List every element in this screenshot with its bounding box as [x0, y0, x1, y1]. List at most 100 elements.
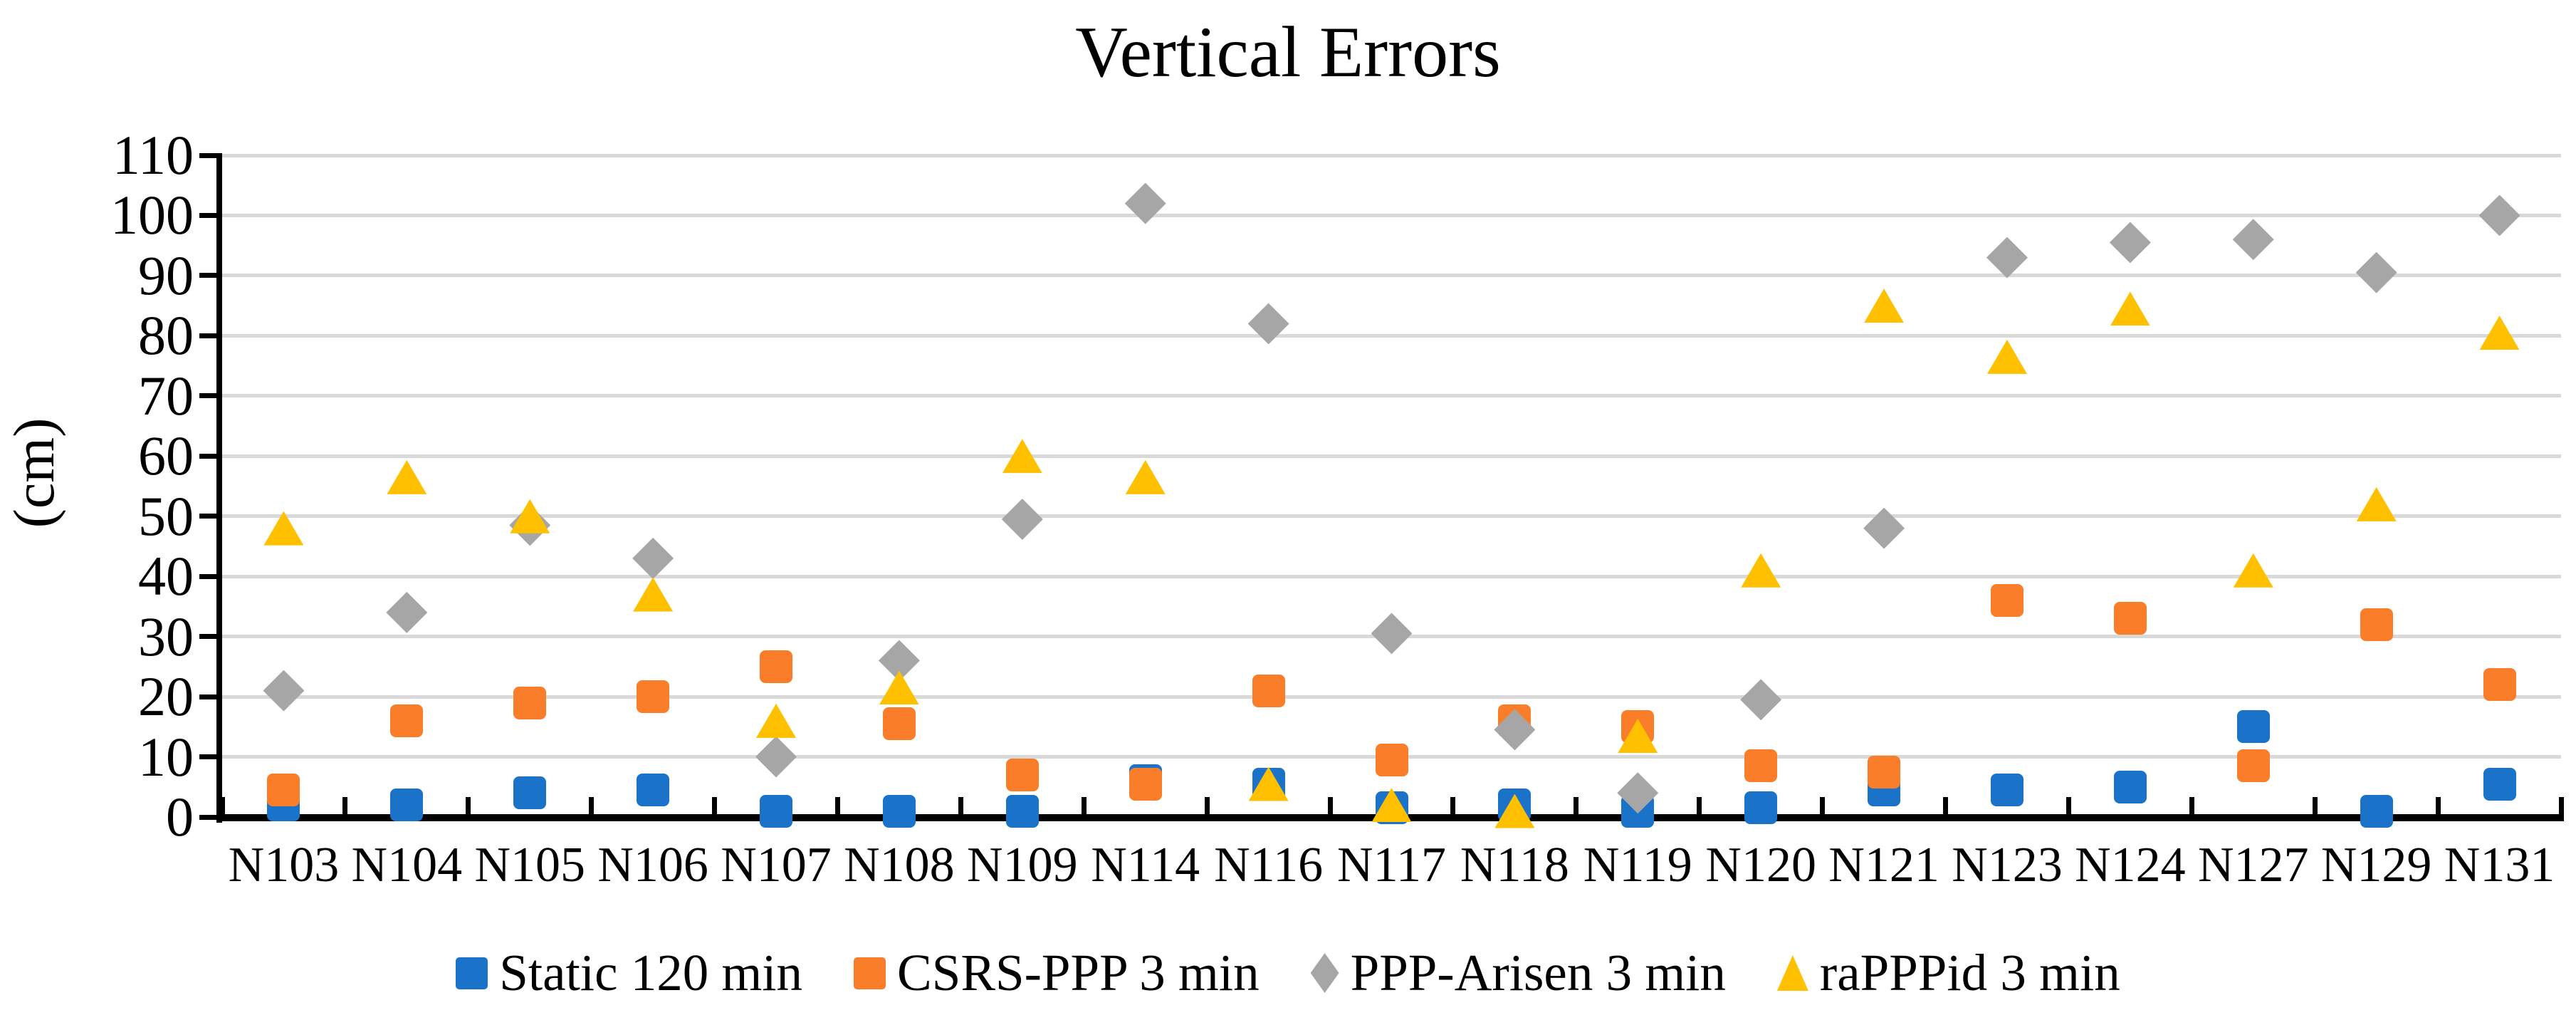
marker-diamond-N104 — [386, 591, 428, 633]
x-tick — [1450, 797, 1456, 814]
x-tick — [1081, 797, 1087, 814]
x-tick — [2312, 797, 2318, 814]
gray-diamond-marker-icon — [1310, 953, 1339, 993]
yellow-triangle-marker-icon — [1776, 955, 1808, 991]
legend-label: PPP-Arisen 3 min — [1350, 944, 1726, 1001]
x-category-label: N117 — [1337, 838, 1446, 892]
legend-item-rapppid-3-min: raPPPid 3 min — [1776, 937, 2120, 1009]
y-tick-label: 30 — [138, 605, 194, 667]
marker-square-N131 — [2483, 668, 2516, 702]
y-tick — [199, 393, 218, 399]
x-category-label: N120 — [1705, 838, 1816, 892]
marker-diamond-N103 — [263, 670, 305, 712]
marker-square-N106 — [637, 680, 670, 714]
y-tick — [199, 694, 218, 699]
y-tick-label: 20 — [138, 665, 194, 728]
marker-square-N117 — [1375, 743, 1408, 776]
x-tick — [2189, 797, 2194, 814]
gridline — [222, 213, 2561, 217]
marker-square-N114 — [1129, 767, 1162, 801]
gridline — [222, 694, 2561, 699]
marker-square-N107 — [760, 794, 793, 828]
marker-triangle-N104 — [387, 459, 427, 494]
y-tick — [199, 634, 218, 640]
x-category-label: N124 — [2075, 838, 2186, 892]
marker-diamond-N120 — [1740, 679, 1782, 721]
marker-square-N120 — [1744, 749, 1778, 783]
x-category-label: N121 — [1828, 838, 1939, 892]
x-category-label: N119 — [1583, 838, 1692, 892]
x-tick — [1943, 797, 1949, 814]
y-tick — [199, 152, 218, 158]
blue-square-marker-icon — [456, 957, 488, 989]
y-tick — [199, 333, 218, 338]
y-tick — [199, 814, 218, 820]
gridline — [222, 153, 2561, 157]
y-tick-label: 80 — [138, 304, 194, 367]
marker-diamond-N124 — [2109, 222, 2151, 264]
marker-square-N131 — [2483, 767, 2516, 801]
y-tick — [199, 573, 218, 579]
x-category-label: N107 — [721, 838, 832, 892]
legend-label: raPPPid 3 min — [1819, 944, 2120, 1001]
x-tick — [2558, 797, 2564, 814]
x-tick — [342, 797, 348, 814]
y-axis-line — [216, 153, 222, 823]
marker-square-N105 — [513, 686, 547, 719]
x-tick — [1574, 797, 1579, 814]
y-tick — [199, 453, 218, 459]
marker-square-N104 — [390, 704, 424, 737]
y-tick-label: 110 — [112, 124, 194, 186]
gridline — [222, 274, 2561, 278]
y-tick-label: 0 — [166, 786, 194, 848]
x-category-label: N106 — [597, 838, 708, 892]
marker-diamond-N107 — [755, 736, 797, 778]
marker-diamond-N129 — [2355, 251, 2397, 293]
legend-item-ppp-arisen-3-min: PPP-Arisen 3 min — [1310, 937, 1726, 1009]
marker-square-N129 — [2360, 608, 2393, 641]
x-tick — [1327, 797, 1333, 814]
y-tick — [199, 514, 218, 519]
x-tick — [712, 797, 718, 814]
marker-square-N123 — [1990, 773, 2023, 806]
x-tick — [219, 797, 225, 814]
marker-square-N103 — [267, 773, 300, 806]
marker-triangle-N106 — [633, 577, 674, 612]
legend-label: Static 120 min — [499, 944, 803, 1001]
marker-square-N109 — [1005, 758, 1039, 791]
gridline — [222, 333, 2561, 338]
y-tick — [199, 273, 218, 279]
marker-diamond-N127 — [2232, 219, 2274, 261]
y-tick-label: 70 — [138, 364, 194, 427]
marker-square-N124 — [2113, 602, 2147, 635]
marker-square-N104 — [390, 789, 424, 822]
x-category-label: N104 — [351, 838, 463, 892]
gridline — [222, 514, 2561, 519]
x-category-label: N116 — [1214, 838, 1324, 892]
marker-square-N109 — [1005, 794, 1039, 828]
x-tick — [1820, 797, 1826, 814]
marker-diamond-N109 — [1001, 498, 1043, 540]
x-category-label: N105 — [474, 838, 586, 892]
x-tick — [1204, 797, 1210, 814]
marker-triangle-N129 — [2356, 486, 2397, 521]
x-tick — [1697, 797, 1702, 814]
legend-item-csrs-ppp-3-min: CSRS-PPP 3 min — [854, 937, 1260, 1009]
x-tick — [589, 797, 595, 814]
marker-triangle-N127 — [2233, 553, 2273, 588]
marker-triangle-N124 — [2110, 291, 2150, 326]
x-tick — [466, 797, 471, 814]
x-category-label: N127 — [2197, 838, 2309, 892]
x-category-label: N108 — [844, 838, 955, 892]
x-category-label: N109 — [967, 838, 1078, 892]
y-tick — [199, 754, 218, 760]
marker-triangle-N121 — [1864, 288, 1905, 323]
gridline — [222, 574, 2561, 578]
x-category-label: N129 — [2320, 838, 2432, 892]
marker-square-N120 — [1744, 791, 1778, 825]
x-tick — [2435, 797, 2441, 814]
marker-diamond-N117 — [1371, 613, 1413, 655]
y-tick-label: 60 — [138, 425, 194, 487]
legend-item-static-120-min: Static 120 min — [456, 937, 802, 1009]
